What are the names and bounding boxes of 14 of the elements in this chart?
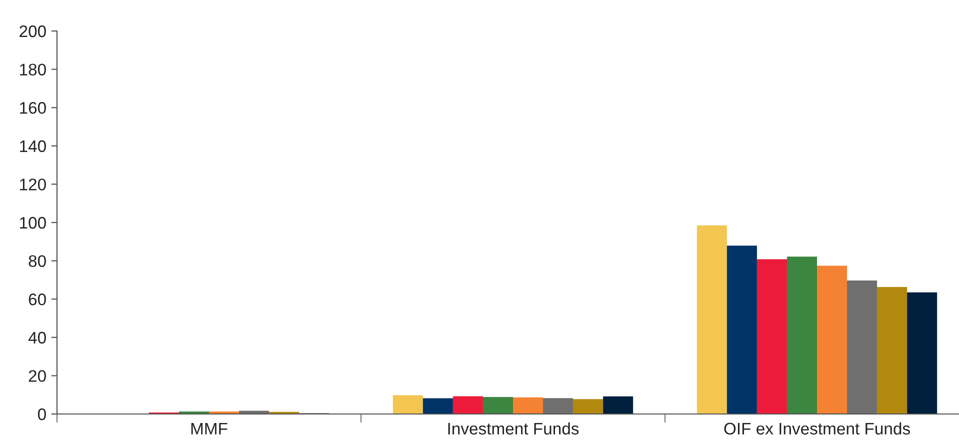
y-tick-label: 40 (28, 332, 46, 344)
y-tick-label: 120 (20, 178, 46, 190)
y-tick-label: 140 (20, 140, 46, 152)
x-tick-label: Investment Funds (448, 422, 579, 435)
y-tick-label: 0 (38, 408, 46, 420)
y-tick-label: 160 (20, 102, 46, 114)
x-tick-label: MMF (191, 422, 228, 434)
y-tick-label: 180 (20, 64, 46, 76)
y-tick-label: 100 (20, 216, 46, 229)
x-tick-label: OIF ex Investment Funds (724, 422, 910, 435)
y-tick-label: 200 (20, 25, 46, 38)
y-tick-label: 60 (28, 294, 46, 306)
y-tick-label: 20 (28, 370, 46, 382)
y-tick-label: 80 (28, 255, 46, 268)
